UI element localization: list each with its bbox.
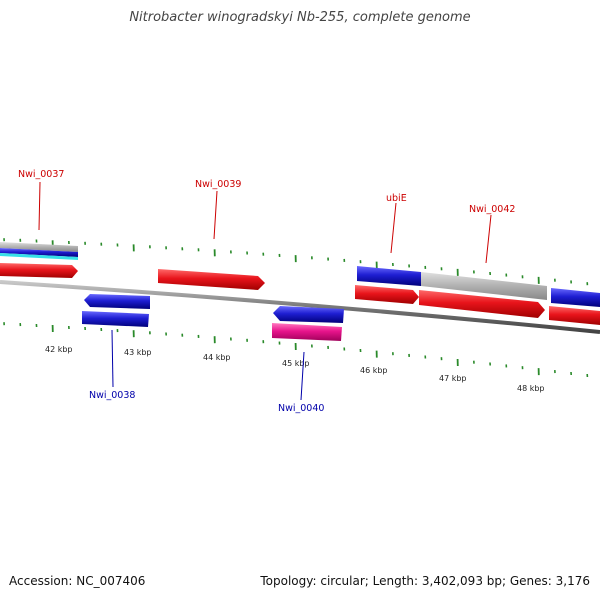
gene-nwi-0038[interactable] (82, 294, 150, 327)
gene-label-nwi-0037[interactable]: Nwi_0037 (18, 169, 64, 180)
label-connectors (38, 181, 492, 401)
genome-backbone (0, 280, 600, 334)
outer-tick-track (3, 238, 589, 286)
kbp-label-44: 44 kbp (203, 353, 231, 362)
kbp-label-45: 45 kbp (282, 359, 310, 368)
gene-label-nwi-0040[interactable]: Nwi_0040 (278, 403, 324, 414)
gene-label-nwi-0039[interactable]: Nwi_0039 (195, 179, 241, 190)
gene-label-ubie[interactable]: ubiE (386, 193, 407, 204)
kbp-label-43: 43 kbp (124, 348, 152, 357)
accession-text: Accession: NC_007406 (9, 574, 146, 588)
gene-nwi-0040[interactable] (272, 306, 344, 341)
kbp-label-47: 47 kbp (439, 374, 467, 383)
gene-right-edge[interactable] (549, 288, 600, 325)
inner-tick-track (3, 322, 589, 378)
gene-label-nwi-0038[interactable]: Nwi_0038 (89, 390, 135, 401)
gene-label-nwi-0042[interactable]: Nwi_0042 (469, 204, 515, 215)
gene-nwi-0039[interactable] (158, 269, 265, 290)
kbp-label-42: 42 kbp (45, 345, 73, 354)
gene-ubie[interactable] (355, 266, 421, 304)
kbp-label-46: 46 kbp (360, 366, 388, 375)
genome-stats-text: Topology: circular; Length: 3,402,093 bp… (260, 574, 590, 588)
kbp-label-48: 48 kbp (517, 384, 545, 393)
map-title: Nitrobacter winogradskyi Nb-255, complet… (129, 10, 471, 25)
gene-nwi-0037[interactable] (0, 242, 78, 278)
kbp-scale-labels: 42 kbp 43 kbp 44 kbp 45 kbp 46 kbp 47 kb… (45, 345, 545, 393)
gene-nwi-0042[interactable] (419, 272, 547, 318)
